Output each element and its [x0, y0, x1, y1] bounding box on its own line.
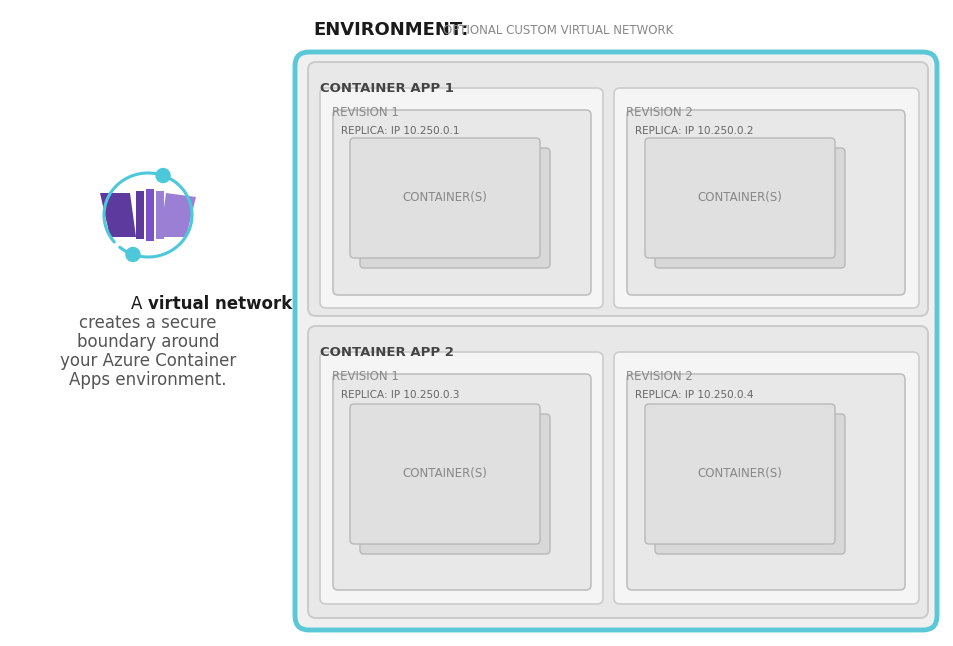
Circle shape: [156, 169, 170, 183]
FancyBboxPatch shape: [614, 88, 918, 308]
FancyBboxPatch shape: [333, 374, 590, 590]
FancyBboxPatch shape: [350, 138, 539, 258]
Text: CONTAINER(S): CONTAINER(S): [697, 191, 781, 205]
Text: REVISION 2: REVISION 2: [625, 370, 692, 383]
FancyBboxPatch shape: [319, 352, 602, 604]
Polygon shape: [160, 193, 195, 237]
Text: CONTAINER(S): CONTAINER(S): [697, 468, 781, 481]
FancyBboxPatch shape: [626, 374, 904, 590]
FancyBboxPatch shape: [308, 326, 927, 618]
FancyBboxPatch shape: [294, 52, 936, 630]
FancyBboxPatch shape: [614, 352, 918, 604]
Text: creates a secure: creates a secure: [79, 314, 216, 332]
FancyBboxPatch shape: [359, 414, 550, 554]
Text: CONTAINER(S): CONTAINER(S): [402, 191, 487, 205]
Polygon shape: [156, 191, 164, 239]
FancyBboxPatch shape: [626, 110, 904, 295]
Text: REVISION 1: REVISION 1: [332, 106, 398, 119]
Text: A: A: [132, 295, 148, 313]
Text: virtual network: virtual network: [148, 295, 292, 313]
Text: boundary around: boundary around: [76, 333, 219, 351]
FancyBboxPatch shape: [644, 138, 834, 258]
Text: REPLICA: IP 10.250.0.4: REPLICA: IP 10.250.0.4: [635, 390, 753, 400]
Text: REPLICA: IP 10.250.0.2: REPLICA: IP 10.250.0.2: [635, 126, 753, 136]
Text: Apps environment.: Apps environment.: [70, 371, 227, 389]
Text: ENVIRONMENT:: ENVIRONMENT:: [313, 21, 468, 39]
FancyBboxPatch shape: [644, 404, 834, 544]
Text: REPLICA: IP 10.250.0.1: REPLICA: IP 10.250.0.1: [340, 126, 459, 136]
FancyBboxPatch shape: [655, 414, 844, 554]
FancyBboxPatch shape: [359, 148, 550, 268]
FancyBboxPatch shape: [319, 88, 602, 308]
Text: CONTAINER APP 2: CONTAINER APP 2: [319, 346, 454, 359]
Polygon shape: [146, 189, 153, 241]
FancyBboxPatch shape: [333, 110, 590, 295]
Text: OPTIONAL CUSTOM VIRTUAL NETWORK: OPTIONAL CUSTOM VIRTUAL NETWORK: [442, 23, 673, 37]
Text: REVISION 2: REVISION 2: [625, 106, 692, 119]
Text: REPLICA: IP 10.250.0.3: REPLICA: IP 10.250.0.3: [340, 390, 459, 400]
Text: your Azure Container: your Azure Container: [60, 352, 236, 370]
Polygon shape: [136, 191, 144, 239]
Text: CONTAINER APP 1: CONTAINER APP 1: [319, 82, 454, 95]
Circle shape: [126, 247, 140, 262]
Text: CONTAINER(S): CONTAINER(S): [402, 468, 487, 481]
FancyBboxPatch shape: [308, 62, 927, 316]
FancyBboxPatch shape: [655, 148, 844, 268]
Text: REVISION 1: REVISION 1: [332, 370, 398, 383]
Polygon shape: [100, 193, 136, 237]
FancyBboxPatch shape: [350, 404, 539, 544]
